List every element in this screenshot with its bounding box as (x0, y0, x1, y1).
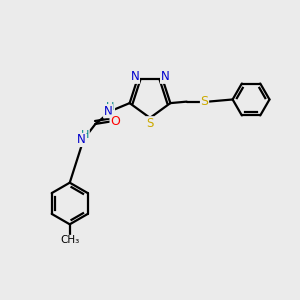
Text: O: O (110, 115, 120, 128)
Text: N: N (77, 134, 86, 146)
Text: H: H (106, 102, 115, 112)
Text: N: N (131, 70, 140, 83)
Text: S: S (200, 95, 208, 108)
Text: N: N (160, 70, 169, 83)
Text: S: S (146, 117, 154, 130)
Text: N: N (104, 105, 112, 118)
Text: CH₃: CH₃ (60, 236, 80, 245)
Text: H: H (81, 130, 89, 140)
